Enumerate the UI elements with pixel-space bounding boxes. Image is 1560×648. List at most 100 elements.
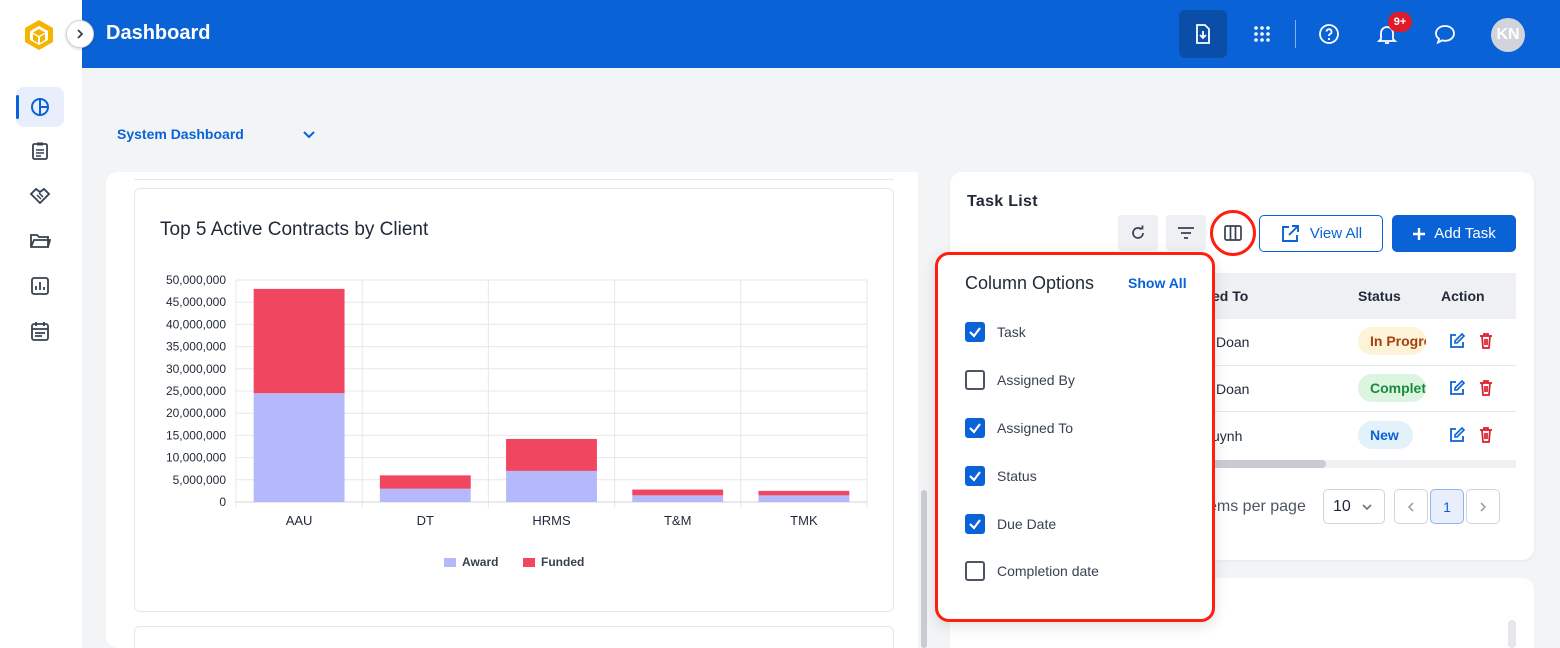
next-page-button[interactable] (1466, 489, 1500, 524)
handshake-icon (29, 187, 51, 205)
table-horizontal-scrollbar-thumb[interactable] (1212, 460, 1326, 468)
sidebar-toggle-button[interactable] (66, 20, 94, 48)
y-tick-label: 40,000,000 (166, 317, 226, 331)
sidebar-item-folder[interactable] (16, 221, 64, 261)
column-option-task[interactable]: Task (965, 320, 1026, 344)
sidebar-item-calendar[interactable] (16, 311, 64, 351)
column-option-label: Due Date (997, 516, 1057, 532)
edit-icon[interactable] (1448, 426, 1466, 444)
items-per-page-value: 10 (1333, 497, 1351, 515)
row-divider (1212, 411, 1516, 412)
legend-label: Funded (541, 555, 584, 569)
column-header-action: Action (1441, 288, 1485, 304)
folder-icon (30, 234, 51, 248)
plus-icon (1413, 227, 1426, 240)
trash-icon[interactable] (1477, 426, 1495, 444)
download-document-button[interactable] (1179, 10, 1227, 58)
open-external-icon (1281, 224, 1299, 242)
checkbox-unchecked[interactable] (965, 561, 985, 581)
bar-funded (758, 490, 850, 496)
trash-icon[interactable] (1477, 379, 1495, 397)
column-options-button[interactable] (1210, 210, 1256, 256)
y-tick-label: 35,000,000 (166, 340, 226, 354)
dashboard-select-chevron[interactable] (302, 128, 316, 147)
sidebar-item-dashboard[interactable] (16, 87, 64, 127)
sidebar-item-reports[interactable] (16, 266, 64, 306)
task-row-3-status-badge: New (1358, 421, 1413, 449)
column-header-status[interactable]: Status (1358, 288, 1401, 304)
columns-icon (1224, 225, 1242, 241)
apps-menu-button[interactable] (1238, 10, 1286, 58)
prev-page-button[interactable] (1394, 489, 1428, 524)
column-option-completion-date[interactable]: Completion date (965, 559, 1099, 583)
checkbox-checked[interactable] (965, 466, 985, 486)
bar-award (253, 393, 345, 502)
sidebar-item-handshake[interactable] (16, 176, 64, 216)
column-option-label: Assigned To (997, 420, 1074, 436)
add-task-button[interactable]: Add Task (1392, 215, 1516, 252)
grid-dots-icon (1254, 26, 1270, 42)
chevron-down-icon (1362, 503, 1372, 510)
column-header-assigned-to[interactable]: ed To (1212, 288, 1249, 304)
column-option-label: Assigned By (997, 372, 1075, 388)
column-option-label: Status (997, 468, 1037, 484)
column-option-status[interactable]: Status (965, 464, 1037, 488)
header-divider (1295, 20, 1296, 48)
y-tick-label: 20,000,000 (166, 406, 226, 420)
checkbox-checked[interactable] (965, 418, 985, 438)
help-icon (1319, 24, 1339, 44)
page-title: Dashboard (106, 22, 211, 44)
legend-label: Award (462, 555, 498, 569)
chevron-right-icon (1480, 501, 1487, 512)
column-option-due-date[interactable]: Due Date (965, 512, 1056, 536)
clipboard-icon (32, 142, 48, 160)
legend-swatch (444, 558, 456, 567)
calendar-icon (31, 322, 49, 341)
bar-funded (379, 475, 471, 489)
chevron-right-icon (77, 29, 84, 39)
view-all-button[interactable]: View All (1259, 215, 1383, 252)
y-tick-label: 5,000,000 (173, 473, 227, 487)
user-avatar[interactable]: KN (1491, 18, 1525, 52)
panel-scrollbar-thumb[interactable] (921, 490, 927, 648)
task-row-3-assigned-to: uynh (1212, 428, 1243, 444)
edit-icon[interactable] (1448, 379, 1466, 397)
edit-icon[interactable] (1448, 332, 1466, 350)
column-option-label: Completion date (997, 563, 1099, 579)
chat-button[interactable] (1421, 10, 1469, 58)
checkbox-checked[interactable] (965, 514, 985, 534)
view-all-label: View All (1309, 225, 1363, 242)
checkbox-checked[interactable] (965, 322, 985, 342)
column-option-assigned-by[interactable]: Assigned By (965, 368, 1075, 392)
row-divider (1212, 365, 1516, 366)
show-all-link[interactable]: Show All (1128, 275, 1187, 291)
column-options-popup: Column Options Show All Task Assigned By… (935, 252, 1215, 622)
y-tick-label: 45,000,000 (166, 295, 226, 309)
chevron-left-icon (1407, 501, 1414, 512)
filter-button[interactable] (1166, 215, 1206, 251)
file-download-icon (1196, 24, 1210, 44)
checkbox-unchecked[interactable] (965, 370, 985, 390)
help-button[interactable] (1305, 10, 1353, 58)
bar-funded (253, 288, 345, 394)
items-per-page-label: ems per page (1208, 498, 1306, 515)
chart-title: Top 5 Active Contracts by Client (160, 219, 429, 240)
items-per-page-select[interactable]: 10 (1323, 489, 1385, 524)
refresh-button[interactable] (1118, 215, 1158, 251)
task-row-2-assigned-to: Doan (1216, 381, 1250, 397)
check-icon (969, 471, 981, 482)
x-tick-label: TMK (790, 513, 818, 528)
column-option-assigned-to[interactable]: Assigned To (965, 416, 1073, 440)
trash-icon[interactable] (1477, 332, 1495, 350)
x-tick-label: HRMS (532, 513, 571, 528)
sidebar-item-clipboard[interactable] (16, 131, 64, 171)
filter-icon (1178, 227, 1194, 239)
y-tick-label: 25,000,000 (166, 384, 226, 398)
y-tick-label: 0 (219, 495, 226, 509)
page-button-current[interactable]: 1 (1430, 489, 1464, 524)
column-option-label: Task (997, 324, 1026, 340)
dashboard-select[interactable]: System Dashboard (117, 126, 244, 142)
x-tick-label: T&M (664, 513, 691, 528)
bar-award (758, 495, 850, 502)
task-list-title: Task List (967, 193, 1038, 210)
